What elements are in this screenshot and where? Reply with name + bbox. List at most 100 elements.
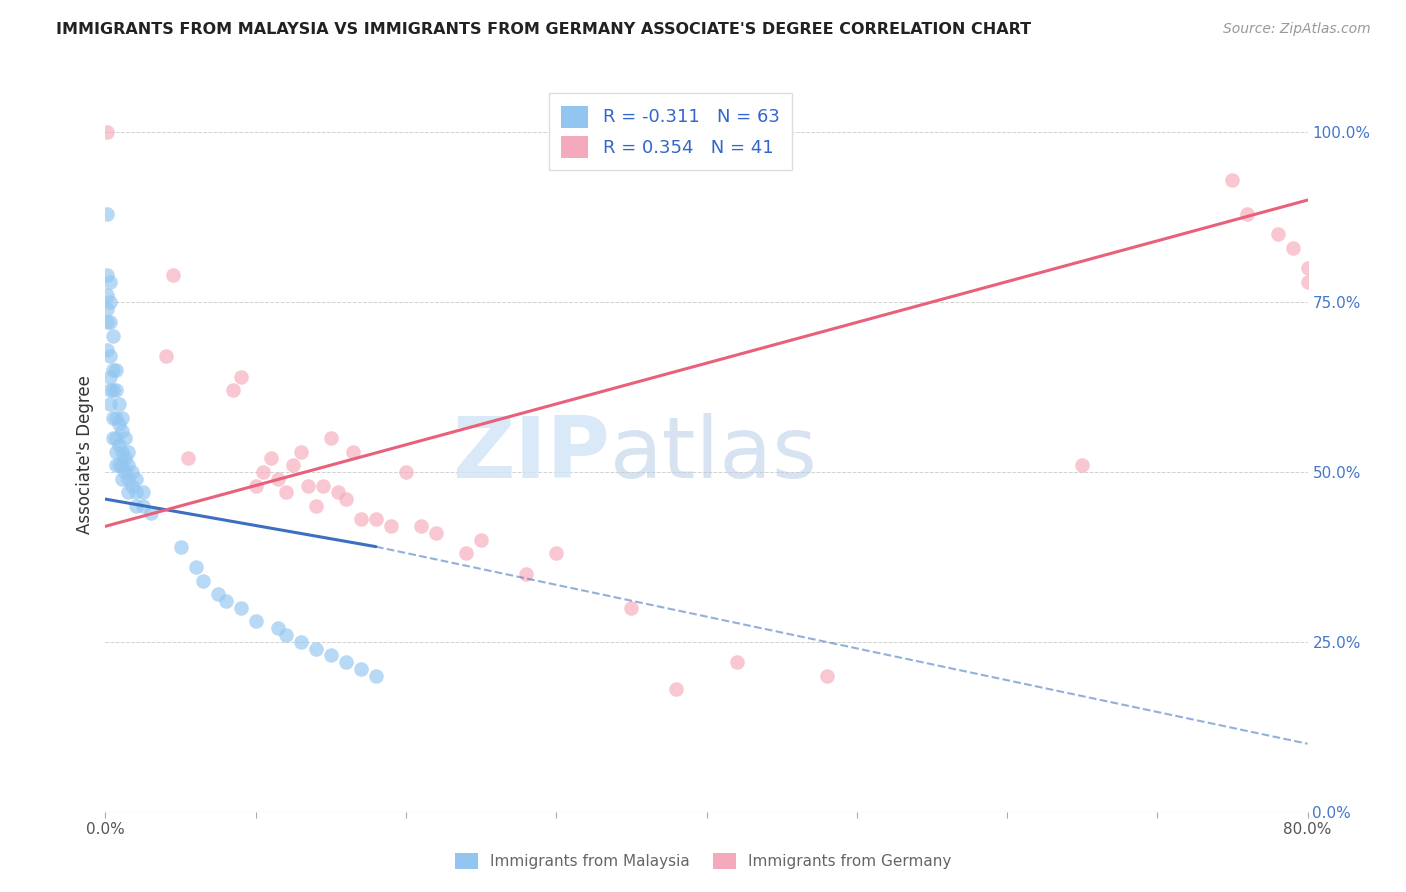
Point [335,655,357,669]
Point [380,519,402,533]
Point [96,315,118,329]
Point [1222,172,1244,186]
Point [132,485,155,500]
Point [111,410,134,425]
Point [454,546,477,560]
Point [364,512,387,526]
Point [117,458,139,472]
Point [132,499,155,513]
Point [245,615,267,629]
Point [177,451,200,466]
Point [117,472,139,486]
Point [108,458,131,472]
Point [117,485,139,500]
Legend: R = -0.311   N = 63, R = 0.354   N = 41: R = -0.311 N = 63, R = 0.354 N = 41 [548,93,793,170]
Point [665,682,688,697]
Point [409,519,432,533]
Point [335,492,357,507]
Point [104,363,127,377]
Point [111,458,134,472]
Point [1267,227,1289,241]
Point [815,669,838,683]
Point [114,451,136,466]
Point [96,288,118,302]
Point [725,655,748,669]
Point [350,512,373,526]
Text: ZIP: ZIP [453,413,610,497]
Text: IMMIGRANTS FROM MALAYSIA VS IMMIGRANTS FROM GERMANY ASSOCIATE'S DEGREE CORRELATI: IMMIGRANTS FROM MALAYSIA VS IMMIGRANTS F… [56,22,1032,37]
Point [101,410,124,425]
Point [274,485,297,500]
Point [470,533,492,547]
Point [96,301,118,316]
Point [290,635,312,649]
Legend: Immigrants from Malaysia, Immigrants from Germany: Immigrants from Malaysia, Immigrants fro… [449,847,957,875]
Point [283,458,305,472]
Point [98,275,121,289]
Point [114,431,136,445]
Point [1281,241,1303,255]
Point [319,431,342,445]
Point [328,485,350,500]
Point [342,444,364,458]
Point [104,444,127,458]
Point [98,384,121,398]
Point [350,662,373,676]
Point [1296,260,1319,275]
Point [222,384,245,398]
Text: Source: ZipAtlas.com: Source: ZipAtlas.com [1223,22,1371,37]
Point [214,594,236,608]
Point [108,397,131,411]
Point [1296,275,1319,289]
Point [108,438,131,452]
Y-axis label: Associate's Degree: Associate's Degree [76,376,94,534]
Point [98,350,121,364]
Point [96,268,118,282]
Point [139,506,162,520]
Point [267,621,290,635]
Point [124,485,146,500]
Point [104,431,127,445]
Point [312,478,335,492]
Point [274,628,297,642]
Point [305,499,328,513]
Point [546,546,568,560]
Point [104,458,127,472]
Point [111,424,134,438]
Point [207,587,229,601]
Point [364,669,387,683]
Point [108,417,131,432]
Point [162,268,184,282]
Point [252,465,274,479]
Point [229,369,252,384]
Point [425,526,447,541]
Point [98,295,121,310]
Point [305,641,328,656]
Point [620,600,643,615]
Point [114,465,136,479]
Point [104,410,127,425]
Point [98,397,121,411]
Point [124,499,146,513]
Point [267,472,290,486]
Point [101,329,124,343]
Point [101,384,124,398]
Point [229,600,252,615]
Point [319,648,342,663]
Point [515,566,537,581]
Point [245,478,267,492]
Point [117,444,139,458]
Point [395,465,418,479]
Point [98,369,121,384]
Point [297,478,319,492]
Point [96,125,118,139]
Point [169,540,191,554]
Point [101,431,124,445]
Point [121,465,143,479]
Point [124,472,146,486]
Point [155,350,177,364]
Point [111,472,134,486]
Point [1071,458,1094,472]
Point [184,560,207,574]
Point [1236,207,1258,221]
